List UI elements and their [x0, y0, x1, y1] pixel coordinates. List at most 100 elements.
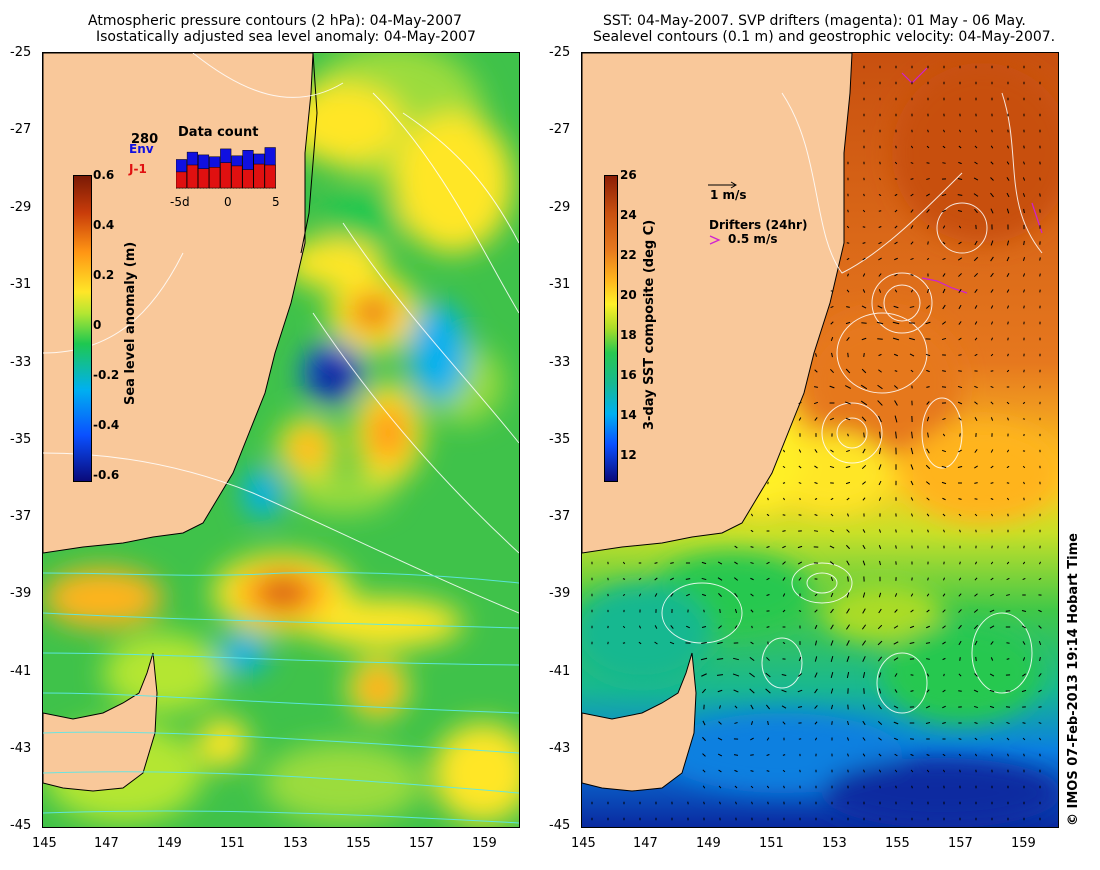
velocity-arrow: [910, 289, 914, 293]
velocity-arrow: [1005, 706, 1011, 708]
velocity-arrow: [750, 641, 754, 645]
velocity-arrow: [893, 305, 899, 309]
right-y-tick: -39: [549, 586, 571, 601]
velocity-arrow: [878, 672, 882, 678]
velocity-arrow: [1007, 753, 1009, 757]
velocity-arrow: [814, 705, 818, 709]
velocity-arrow: [910, 225, 914, 229]
velocity-arrow: [1006, 594, 1010, 596]
velocity-arrow: [830, 640, 834, 646]
velocity-arrow: [958, 449, 962, 453]
velocity-arrow: [942, 370, 946, 372]
velocity-arrow: [878, 353, 882, 357]
velocity-arrow: [718, 593, 722, 597]
velocity-arrow: [941, 209, 947, 213]
velocity-arrow: [974, 401, 978, 405]
velocity-arrow: [798, 465, 802, 469]
velocity-arrow: [894, 257, 898, 261]
right-y-tick: -35: [549, 432, 571, 447]
drifter-arrow-icon: [709, 235, 721, 245]
velocity-arrow: [958, 288, 962, 294]
velocity-arrow: [957, 194, 963, 196]
velocity-arrow: [959, 529, 961, 533]
right-y-tick: -29: [549, 200, 571, 215]
velocity-arrow: [911, 785, 913, 789]
velocity-arrow: [1039, 177, 1041, 181]
right-x-tick: 157: [948, 836, 973, 851]
velocity-arrow: [973, 256, 979, 262]
velocity-arrow: [1023, 289, 1025, 293]
velocity-arrow: [767, 720, 769, 726]
velocity-arrow: [974, 753, 978, 757]
velocity-arrow: [863, 353, 865, 357]
velocity-arrow: [973, 177, 979, 181]
velocity-arrow: [766, 626, 770, 628]
velocity-arrow: [783, 497, 785, 501]
velocity-arrow: [846, 257, 850, 261]
velocity-arrow: [926, 416, 930, 422]
velocity-arrow: [847, 576, 849, 582]
velocity-arrow: [877, 338, 883, 340]
velocity-arrow: [910, 209, 914, 213]
velocity-arrow: [973, 624, 979, 630]
velocity-arrow: [638, 593, 642, 597]
velocity-arrow: [910, 738, 914, 740]
velocity-arrow: [990, 465, 994, 469]
velocity-arrow: [1021, 673, 1027, 677]
velocity-arrow: [814, 721, 818, 725]
colorbar-tick: 14: [620, 408, 637, 422]
velocity-arrow: [990, 721, 994, 725]
velocity-arrow: [781, 689, 787, 693]
velocity-arrow: [910, 162, 914, 164]
velocity-arrow: [702, 769, 706, 773]
velocity-arrow: [814, 482, 818, 484]
velocity-arrow: [958, 161, 962, 165]
colorbar-tick: -0.6: [93, 468, 120, 482]
sst-map-svg: [582, 53, 1058, 827]
velocity-arrow: [847, 273, 849, 277]
colorbar-tick: 22: [620, 248, 637, 262]
velocity-arrow: [846, 337, 850, 341]
velocity-arrow: [974, 161, 978, 165]
inset-bar-j1: [197, 168, 210, 189]
velocity-arrow: [895, 145, 897, 149]
left-y-tick: -41: [10, 664, 32, 679]
velocity-arrow: [797, 706, 803, 708]
left-y-tick: -35: [10, 432, 32, 447]
velocity-arrow: [878, 273, 882, 277]
velocity-arrow: [878, 737, 882, 741]
velocity-arrow: [990, 577, 994, 581]
velocity-arrow: [734, 769, 738, 773]
velocity-arrow: [829, 529, 835, 533]
velocity-arrow: [767, 801, 769, 805]
right-x-tick: 151: [759, 836, 784, 851]
velocity-arrow: [989, 609, 995, 613]
velocity-arrow: [878, 704, 882, 710]
velocity-arrow: [830, 624, 834, 630]
inset-x-tick: 0: [224, 195, 232, 209]
inset-bar-j1: [231, 165, 243, 189]
velocity-arrow: [703, 609, 705, 613]
velocity-arrow: [733, 657, 739, 661]
velocity-arrow: [845, 481, 851, 485]
velocity-arrow: [909, 625, 915, 629]
velocity-arrow: [701, 561, 707, 565]
velocity-arrow: [926, 513, 930, 517]
velocity-arrow: [974, 145, 978, 149]
velocity-arrow: [1006, 192, 1010, 198]
velocity-arrow: [766, 770, 770, 772]
velocity-arrow: [878, 753, 882, 757]
velocity-arrow: [926, 673, 930, 677]
velocity-arrow: [959, 657, 961, 661]
velocity-arrow: [622, 578, 626, 580]
velocity-arrow: [734, 722, 738, 724]
velocity-arrow: [926, 225, 930, 229]
inset-legend-j1: J-1: [129, 162, 147, 176]
velocity-arrow: [735, 801, 737, 805]
velocity-arrow: [782, 593, 786, 597]
velocity-arrow: [926, 689, 930, 693]
velocity-arrow: [845, 321, 851, 325]
velocity-arrow: [941, 337, 947, 341]
velocity-arrow: [718, 785, 722, 789]
velocity-arrow: [910, 593, 914, 597]
